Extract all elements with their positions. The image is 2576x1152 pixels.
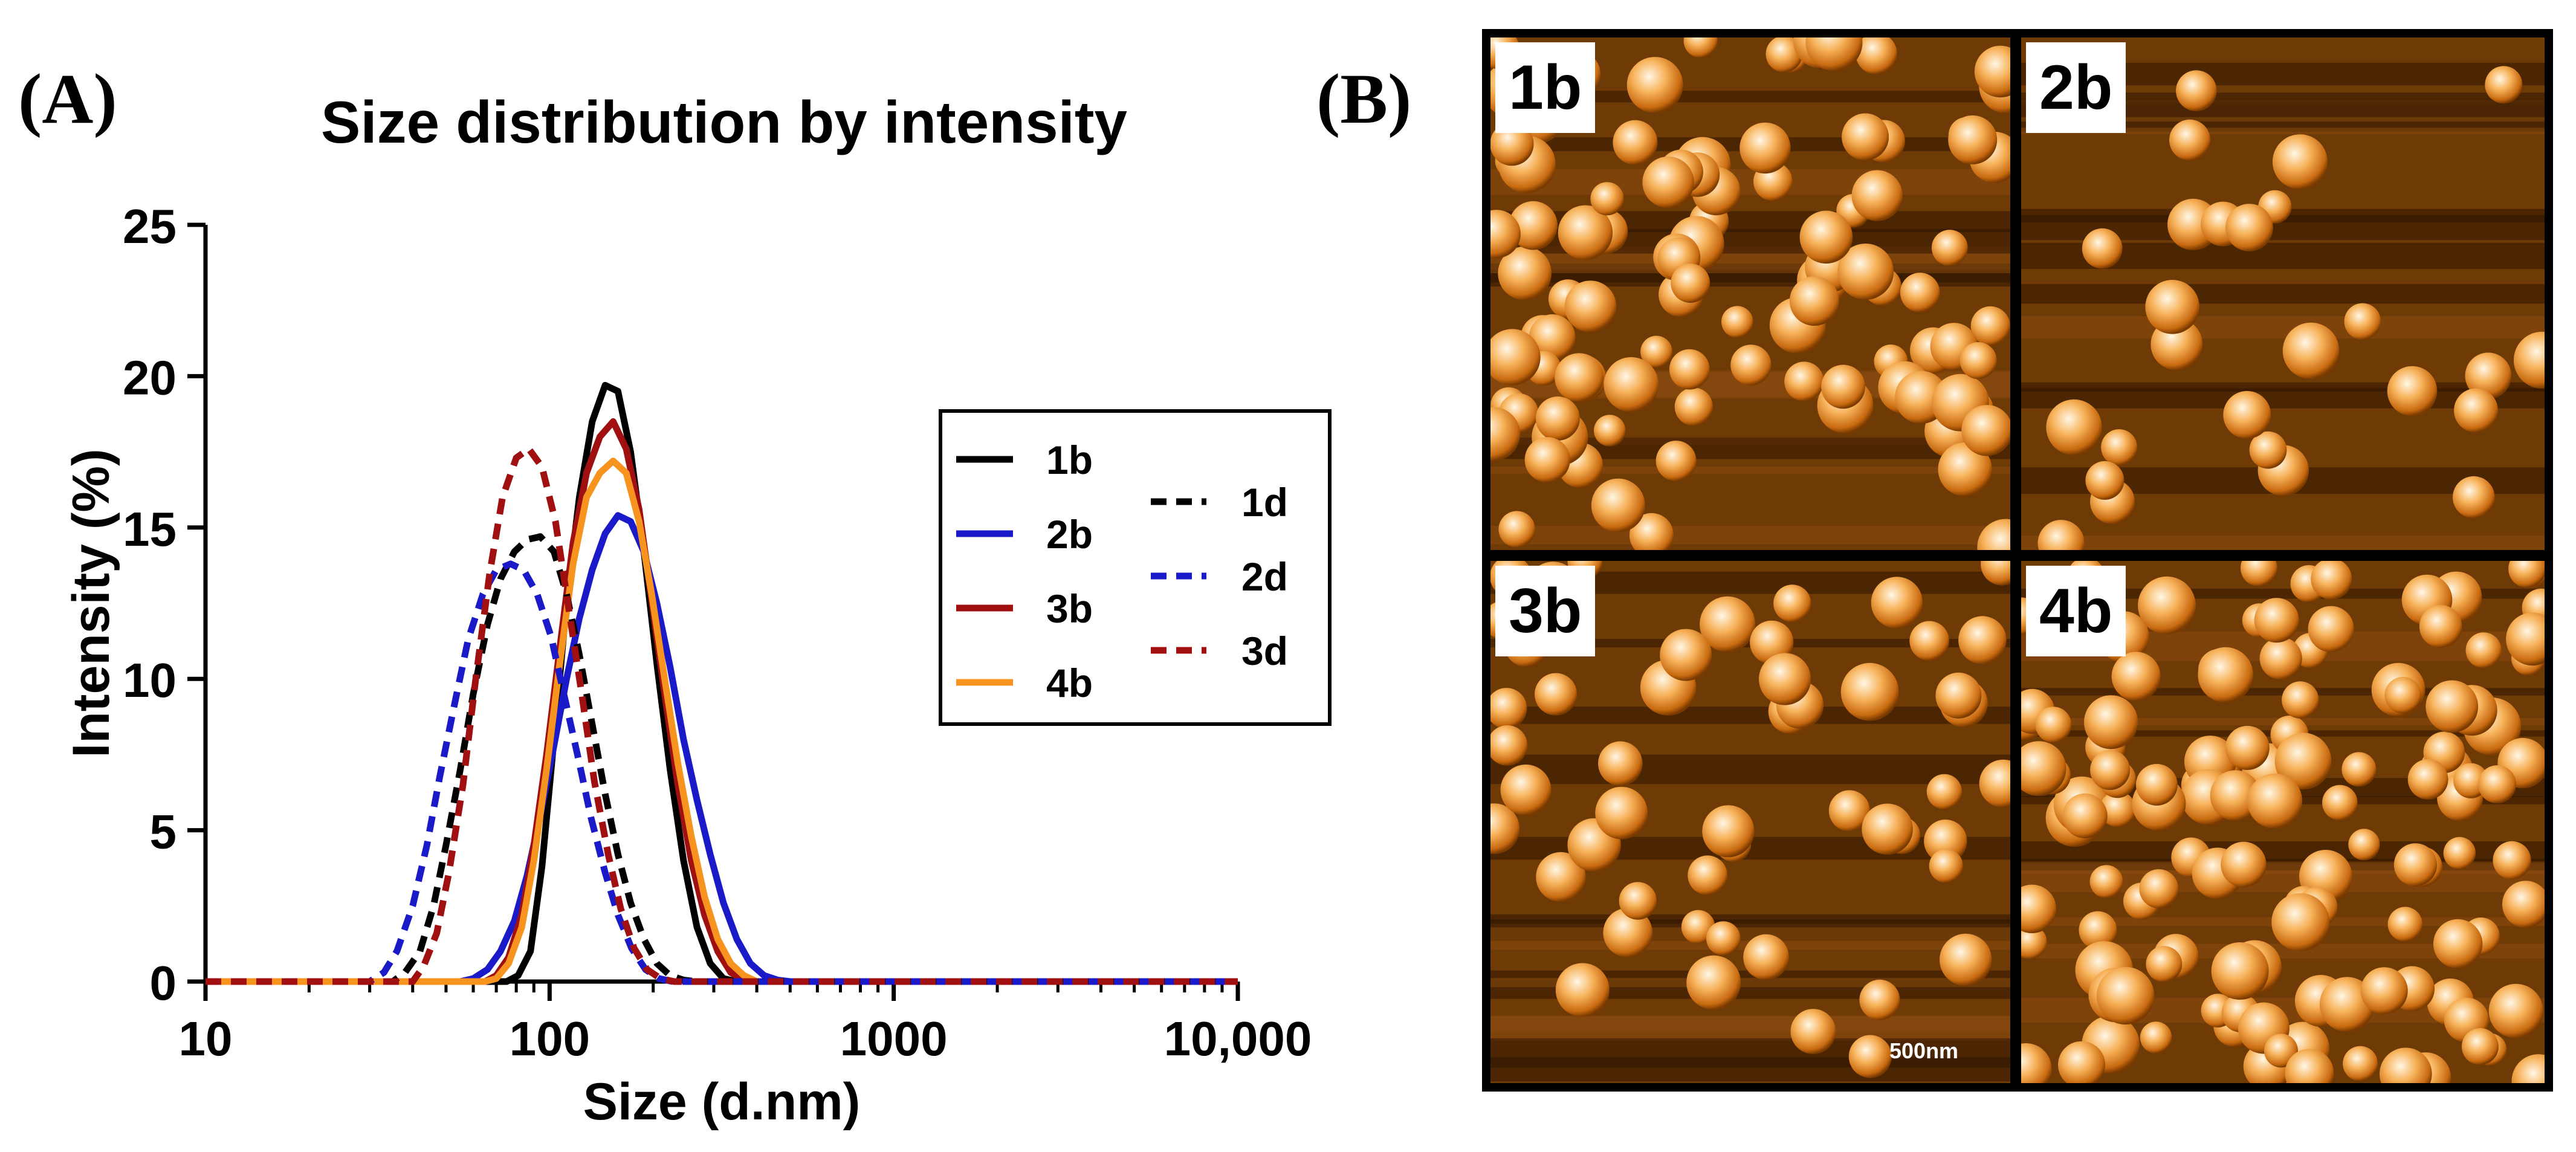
x-tick-label: 10 — [179, 1012, 233, 1066]
legend-label-3b: 3b — [1046, 586, 1093, 631]
legend-box — [939, 409, 1332, 726]
series-line-4b — [205, 458, 1238, 985]
scale-bar-label: 500nm — [1889, 1038, 1959, 1063]
x-tick-label: 1000 — [840, 1012, 948, 1066]
afm-tile-4b: 4b — [2021, 561, 2545, 1083]
legend-label-1d: 1d — [1241, 480, 1288, 525]
afm-image-1b — [1490, 37, 2010, 550]
y-axis-label: Intensity (%) — [62, 448, 120, 757]
afm-label-3b: 3b — [1495, 566, 1596, 656]
series-line-2b — [205, 512, 1238, 985]
legend-label-2d: 2d — [1241, 554, 1288, 599]
x-tick-label: 100 — [510, 1012, 590, 1066]
afm-image-4b — [2021, 561, 2545, 1083]
afm-tile-2b: 2b — [2021, 37, 2545, 550]
legend-label-4b: 4b — [1046, 661, 1093, 705]
legend-label-1b: 1b — [1046, 438, 1093, 482]
afm-label-2b: 2b — [2026, 42, 2126, 133]
x-tick-label: 10,000 — [1164, 1012, 1312, 1066]
afm-image-grid: 1b 2b 3b 500nm 4b — [1482, 29, 2553, 1092]
y-tick-label: 10 — [123, 653, 176, 707]
afm-tile-3b: 3b 500nm — [1490, 561, 2010, 1083]
legend-label-3d: 3d — [1241, 629, 1288, 673]
x-axis-label: Size (d.nm) — [583, 1073, 861, 1131]
series-line-1d — [205, 533, 1238, 985]
afm-label-4b: 4b — [2026, 566, 2126, 656]
panel-b-label: (B) — [1316, 59, 1412, 138]
y-tick-label: 20 — [123, 351, 176, 404]
y-tick-label: 5 — [150, 805, 177, 859]
series-line-3d — [205, 445, 1238, 985]
afm-tile-1b: 1b — [1490, 37, 2010, 550]
y-tick-label: 15 — [123, 502, 176, 556]
panel-a-label: (A) — [18, 59, 117, 138]
y-tick-label: 0 — [150, 956, 177, 1010]
chart-title: Size distribution by intensity — [321, 89, 1127, 155]
afm-label-1b: 1b — [1495, 42, 1596, 133]
legend-label-2b: 2b — [1046, 512, 1093, 557]
series-line-1b — [205, 381, 1238, 985]
size-distribution-chart: Size distribution by intensity 0 5 10 15 20 25… — [62, 89, 1332, 1131]
y-tick-label: 25 — [123, 199, 176, 253]
